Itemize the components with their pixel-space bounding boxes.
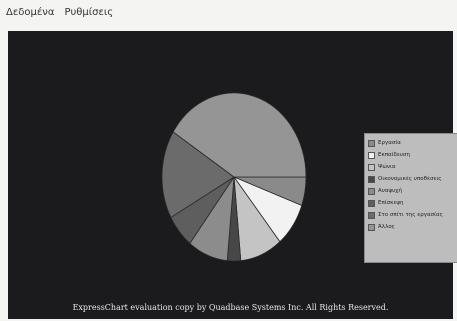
legend-item-5: Αναψυχή [368,185,457,197]
legend-item-7: Στο σπίτι της εργασίας [368,209,457,221]
legend-label-6: Επίσκεψη [378,200,404,206]
pie-slice-8 [172,92,307,178]
legend-item-4: Οικονομικές υποθέσεις [368,173,457,185]
legend-item-6: Επίσκεψη [368,197,457,209]
legend-label-8: Άλλος [378,224,395,230]
legend-swatch-5 [368,187,375,195]
menu-item-settings[interactable]: Ρυθμίσεις [64,6,114,18]
menu-bar: Δεδομένα Ρυθμίσεις [0,0,457,24]
legend-item-3: Ψώνια [368,161,457,173]
legend-swatch-4 [368,175,375,183]
legend-label-2: Εκπαίδευση [378,152,411,158]
legend-swatch-2 [368,151,375,159]
legend-swatch-6 [368,199,375,207]
legend-swatch-7 [368,211,375,219]
menu-item-data[interactable]: Δεδομένα [6,6,55,18]
legend-label-4: Οικονομικές υποθέσεις [378,176,442,182]
legend-swatch-8 [368,223,375,231]
legend-item-1: Εργασία [368,137,457,149]
pie-slice-7 [161,131,235,219]
legend-item-8: Άλλος [368,221,457,233]
evaluation-notice: ExpressChart evaluation copy by Quadbase… [72,303,389,312]
chart-legend: Εργασία Εκπαίδευση Ψώνια Οικονομικές υποθέσ… [364,133,457,263]
chart-area: Εργασία Εκπαίδευση Ψώνια Οικονομικές υποθέσ… [8,31,457,319]
legend-label-1: Εργασία [378,140,401,146]
pie-chart [161,92,307,262]
legend-label-5: Αναψυχή [378,188,402,194]
legend-label-7: Στο σπίτι της εργασίας [378,212,443,218]
legend-swatch-3 [368,163,375,171]
legend-label-3: Ψώνια [378,164,396,170]
legend-swatch-1 [368,139,375,147]
legend-item-2: Εκπαίδευση [368,149,457,161]
